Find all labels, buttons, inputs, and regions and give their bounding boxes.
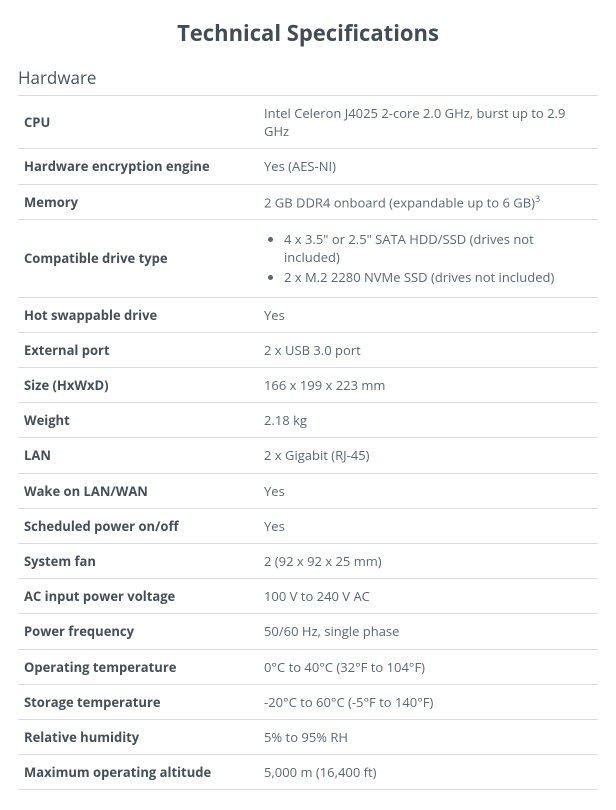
spec-value-text: -20°C to 60°C (-5°F to 140°F): [264, 693, 433, 711]
spec-value: 0°C to 40°C (32°F to 104°F): [258, 649, 598, 684]
spec-value-text: 2 GB DDR4 onboard (expandable up to 6 GB…: [264, 193, 535, 211]
spec-value-list: 4 x 3.5" or 2.5" SATA HDD/SSD (drives no…: [264, 230, 592, 287]
table-row: Size (HxWxD) 166 x 199 x 223 mm: [18, 368, 598, 403]
spec-value: 5% to 95% RH: [258, 719, 598, 754]
section-title-hardware: Hardware: [18, 66, 598, 89]
spec-value-text: 2 x USB 3.0 port: [264, 341, 361, 359]
table-row: Scheduled power on/off Yes: [18, 508, 598, 543]
spec-label: Size (HxWxD): [18, 368, 258, 403]
table-row: Compatible drive type 4 x 3.5" or 2.5" SA…: [18, 220, 598, 298]
spec-value-text: Yes: [264, 306, 285, 324]
spec-value: 100 V to 240 V AC: [258, 579, 598, 614]
spec-value-text: 0°C to 40°C (32°F to 104°F): [264, 658, 425, 676]
spec-label: Power frequency: [18, 614, 258, 649]
spec-value-text: 5% to 95% RH: [264, 728, 348, 746]
spec-value: 4 x 3.5" or 2.5" SATA HDD/SSD (drives no…: [258, 220, 598, 298]
table-row: External port 2 x USB 3.0 port: [18, 332, 598, 367]
spec-label: CPU: [18, 96, 258, 149]
table-row: Hardware encryption engine Yes (AES-NI): [18, 149, 598, 184]
spec-value-text: 2 x Gigabit (RJ-45): [264, 446, 370, 464]
spec-value: Yes: [258, 297, 598, 332]
spec-value: 2.18 kg: [258, 403, 598, 438]
table-row: Power frequency 50/60 Hz, single phase: [18, 614, 598, 649]
table-row: Weight 2.18 kg: [18, 403, 598, 438]
spec-value: 2 GB DDR4 onboard (expandable up to 6 GB…: [258, 184, 598, 220]
table-row: CPUIntel Celeron J4025 2-core 2.0 GHz, b…: [18, 96, 598, 149]
list-item: 4 x 3.5" or 2.5" SATA HDD/SSD (drives no…: [284, 230, 592, 266]
spec-label: Scheduled power on/off: [18, 508, 258, 543]
table-row: AC input power voltage 100 V to 240 V AC: [18, 579, 598, 614]
spec-value-text: Yes: [264, 482, 285, 500]
table-row: System fan 2 (92 x 92 x 25 mm): [18, 543, 598, 578]
spec-value: 2 x Gigabit (RJ-45): [258, 438, 598, 473]
spec-value: Yes: [258, 473, 598, 508]
spec-value-text: 5,000 m (16,400 ft): [264, 763, 376, 781]
spec-value: Yes: [258, 508, 598, 543]
table-row: LAN 2 x Gigabit (RJ-45): [18, 438, 598, 473]
spec-label: Wake on LAN/WAN: [18, 473, 258, 508]
footnote-ref: 3: [535, 192, 540, 205]
spec-label: Operating temperature: [18, 649, 258, 684]
spec-value-text: Yes: [264, 517, 285, 535]
table-row: Wake on LAN/WAN Yes: [18, 473, 598, 508]
table-row: Memory 2 GB DDR4 onboard (expandable up t…: [18, 184, 598, 220]
spec-label: LAN: [18, 438, 258, 473]
table-row: Hot swappable drive Yes: [18, 297, 598, 332]
spec-value-text: 100 V to 240 V AC: [264, 587, 370, 605]
spec-value: Intel Celeron J4025 2-core 2.0 GHz, burs…: [258, 96, 598, 149]
spec-label: Maximum operating altitude: [18, 755, 258, 790]
spec-value: Yes (AES-NI): [258, 149, 598, 184]
spec-value: 2 x USB 3.0 port: [258, 332, 598, 367]
spec-value-text: Yes (AES-NI): [264, 157, 336, 175]
table-row: Operating temperature 0°C to 40°C (32°F t…: [18, 649, 598, 684]
spec-label: Relative humidity: [18, 719, 258, 754]
table-row: Relative humidity 5% to 95% RH: [18, 719, 598, 754]
spec-value-text: 2.18 kg: [264, 411, 307, 429]
spec-label: Hot swappable drive: [18, 297, 258, 332]
spec-label: Compatible drive type: [18, 220, 258, 298]
spec-label: Weight: [18, 403, 258, 438]
spec-label: Storage temperature: [18, 684, 258, 719]
spec-value-text: Intel Celeron J4025 2-core 2.0 GHz, burs…: [264, 104, 565, 140]
spec-value-text: 166 x 199 x 223 mm: [264, 376, 385, 394]
spec-label: AC input power voltage: [18, 579, 258, 614]
spec-value: -20°C to 60°C (-5°F to 140°F): [258, 684, 598, 719]
page-title: Technical Specifications: [18, 18, 598, 48]
spec-label: Memory: [18, 184, 258, 220]
table-row: Maximum operating altitude 5,000 m (16,40…: [18, 755, 598, 790]
spec-value-text: 50/60 Hz, single phase: [264, 622, 399, 640]
spec-value: 2 (92 x 92 x 25 mm): [258, 543, 598, 578]
spec-label: System fan: [18, 543, 258, 578]
spec-label: External port: [18, 332, 258, 367]
list-item: 2 x M.2 2280 NVMe SSD (drives not includ…: [284, 268, 592, 286]
spec-table: CPUIntel Celeron J4025 2-core 2.0 GHz, b…: [18, 95, 598, 790]
spec-value: 50/60 Hz, single phase: [258, 614, 598, 649]
spec-label: Hardware encryption engine: [18, 149, 258, 184]
spec-value: 166 x 199 x 223 mm: [258, 368, 598, 403]
table-row: Storage temperature -20°C to 60°C (-5°F t…: [18, 684, 598, 719]
spec-value-text: 2 (92 x 92 x 25 mm): [264, 552, 382, 570]
spec-value: 5,000 m (16,400 ft): [258, 755, 598, 790]
